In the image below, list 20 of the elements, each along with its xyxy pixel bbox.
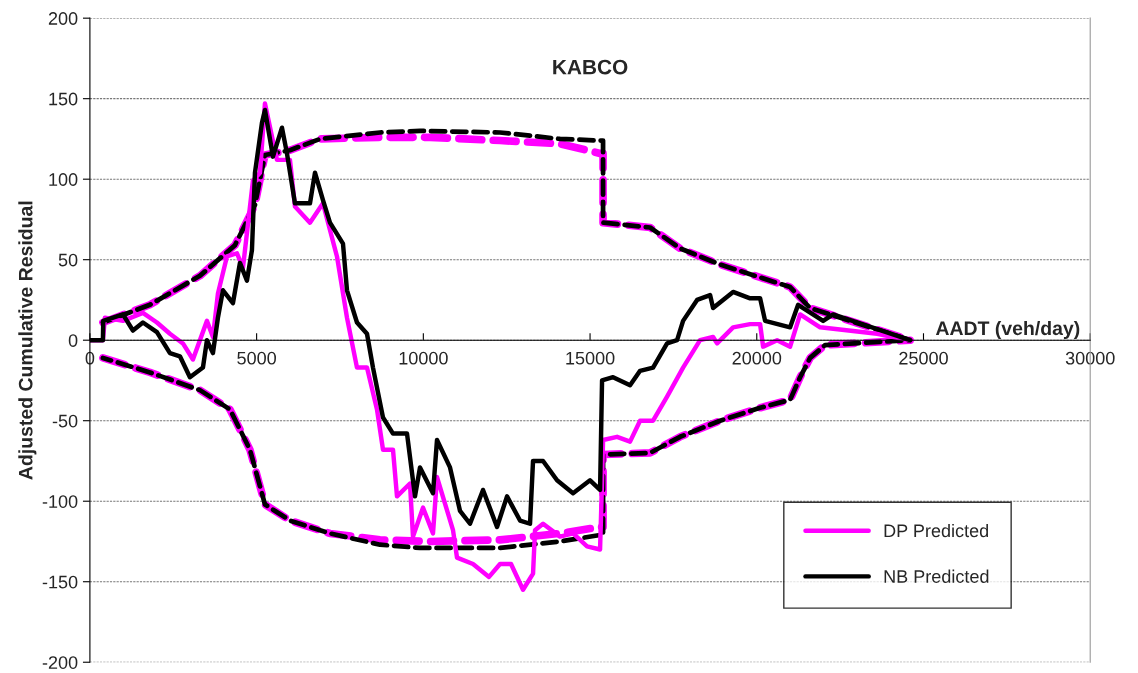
x-tick-label: 25000	[899, 351, 948, 365]
x-tick-label: 20000	[732, 351, 782, 365]
y-axis-title: Adjusted Cumulative Residual	[18, 201, 37, 480]
x-axis-title: AADT (veh/day)	[935, 320, 1080, 340]
y-tick-label: 200	[48, 12, 78, 25]
y-tick-label: 150	[49, 92, 78, 106]
x-tick-label: 5000	[237, 351, 276, 365]
y-tick-label: -200	[42, 656, 78, 669]
y-tick-label: -100	[42, 495, 78, 508]
y-tick-label: -150	[42, 575, 78, 589]
text: KABCO	[553, 59, 628, 75]
legend-label: DP Predicted	[884, 523, 989, 538]
x-tick-label: 30000	[1065, 351, 1115, 365]
y-tick-label: -50	[52, 414, 78, 428]
y-tick-label: 50	[58, 253, 78, 267]
y-tick-label: 0	[68, 334, 78, 347]
y-tick-label: 100	[49, 173, 78, 186]
x-tick-label: 10000	[399, 351, 448, 365]
x-tick-label: 15000	[566, 351, 615, 365]
legend-label: NB Predicted	[884, 569, 989, 583]
